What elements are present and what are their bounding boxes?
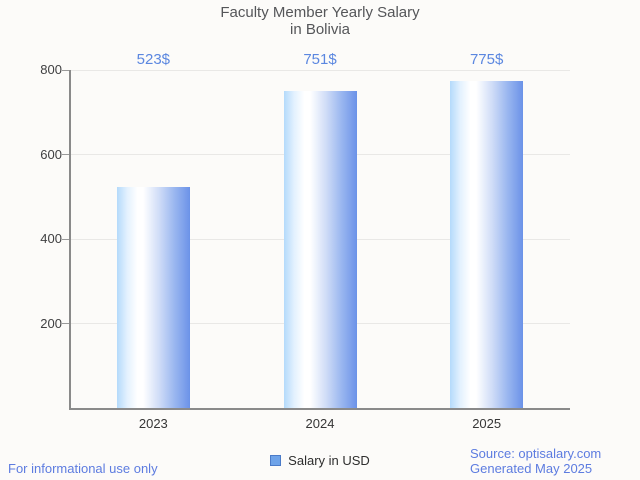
x-axis-label-2023: 2023 [138, 416, 168, 431]
chart-title-line1: Faculty Member Yearly Salary [220, 4, 420, 21]
y-axis-label-400: 400 [40, 231, 62, 246]
footer-source-block: Source: optisalary.com Generated May 202… [470, 446, 601, 476]
y-axis-label-800: 800 [40, 62, 62, 77]
bar-value-label-2023: 523$ [136, 51, 171, 68]
chart-title-line2: in Bolivia [289, 21, 351, 38]
chart-title: Faculty Member Yearly Salary in Bolivia [0, 4, 640, 38]
footer-source-link[interactable]: Source: optisalary.com [470, 446, 602, 461]
legend-swatch-icon [270, 455, 282, 466]
footer-generated: Generated May 2025 [470, 461, 593, 476]
x-axis-label-2024: 2024 [305, 416, 335, 431]
y-axis-tick-400 [62, 238, 70, 240]
bar-2025[interactable] [450, 80, 524, 408]
y-axis-label-600: 600 [40, 146, 62, 162]
gridline-800 [70, 69, 570, 71]
bar-value-label-2024: 751$ [303, 51, 337, 68]
legend: Salary in USD [0, 453, 640, 468]
x-axis-line [70, 408, 570, 410]
legend-label: Salary in USD [288, 453, 370, 468]
footer-disclaimer: For informational use only [8, 461, 158, 476]
y-axis-tick-800 [62, 69, 70, 71]
bar-value-label-2025: 775$ [469, 51, 504, 68]
x-axis-label-2025: 2025 [472, 416, 502, 431]
bar-2024[interactable] [283, 90, 357, 408]
y-axis-tick-200 [62, 323, 70, 324]
bar-2023[interactable] [116, 187, 190, 408]
y-axis-label-200: 200 [40, 315, 62, 331]
y-axis-line [69, 70, 71, 410]
y-axis-tick-600 [62, 154, 70, 155]
